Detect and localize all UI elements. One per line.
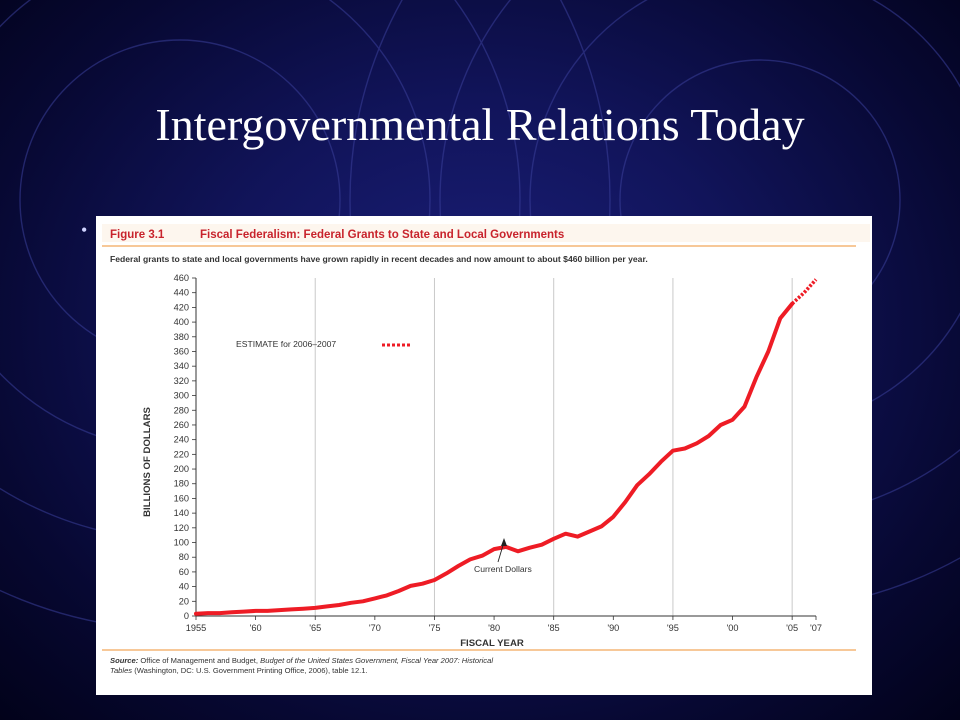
y-tick-label: 40 bbox=[179, 582, 189, 592]
y-tick-label: 240 bbox=[174, 435, 189, 445]
x-tick-label: 1955 bbox=[186, 623, 206, 633]
y-axis-title: BILLIONS OF DOLLARS bbox=[142, 407, 153, 517]
source-line-1: Source: Office of Management and Budget,… bbox=[110, 656, 493, 665]
chart-grid bbox=[314, 278, 793, 616]
y-tick-label: 180 bbox=[174, 479, 189, 489]
source-italic-2: Tables bbox=[110, 666, 132, 675]
chart-ticks: 0 20 40 60 80 100 120 140 160 180 200 220 240 260 280 3… bbox=[174, 273, 822, 633]
series-label-arrowhead bbox=[501, 538, 507, 546]
x-tick-label: '70 bbox=[369, 623, 381, 633]
y-tick-label: 160 bbox=[174, 493, 189, 503]
source-lead: Source: bbox=[110, 656, 139, 665]
chart-axes bbox=[195, 278, 816, 617]
y-tick-label: 200 bbox=[174, 464, 189, 474]
source-line-2: Tables (Washington, DC: U.S. Government … bbox=[110, 666, 368, 675]
y-tick-label: 0 bbox=[184, 611, 189, 621]
y-tick-label: 220 bbox=[174, 449, 189, 459]
y-tick-label: 400 bbox=[174, 317, 189, 327]
figure-header-band bbox=[102, 224, 870, 242]
x-tick-label: '65 bbox=[309, 623, 321, 633]
y-tick-label: 80 bbox=[179, 552, 189, 562]
y-tick-label: 420 bbox=[174, 302, 189, 312]
figure-title: Fiscal Federalism: Federal Grants to Sta… bbox=[200, 229, 564, 241]
y-tick-label: 140 bbox=[174, 508, 189, 518]
estimate-legend-label: ESTIMATE for 2006–2007 bbox=[236, 339, 336, 349]
x-tick-label: '60 bbox=[250, 623, 262, 633]
y-tick-label: 100 bbox=[174, 538, 189, 548]
figure-panel: Figure 3.1 Fiscal Federalism: Federal Gr… bbox=[96, 216, 872, 695]
y-tick-label: 300 bbox=[174, 391, 189, 401]
x-tick-label: '80 bbox=[488, 623, 500, 633]
x-tick-label: '85 bbox=[548, 623, 560, 633]
x-tick-label: '75 bbox=[428, 623, 440, 633]
source-text-1: Office of Management and Budget, bbox=[138, 656, 260, 665]
x-axis-title: FISCAL YEAR bbox=[460, 638, 524, 649]
y-tick-label: 440 bbox=[174, 288, 189, 298]
y-tick-label: 320 bbox=[174, 376, 189, 386]
chart-series bbox=[194, 278, 818, 616]
x-tick-label: '00 bbox=[727, 623, 739, 633]
series-label-current-dollars: Current Dollars bbox=[474, 564, 532, 574]
slide-title: Intergovernmental Relations Today bbox=[155, 99, 805, 150]
series-line-current-dollars bbox=[194, 301, 795, 616]
y-tick-label: 60 bbox=[179, 567, 189, 577]
y-tick-label: 20 bbox=[179, 596, 189, 606]
figure-caption: Federal grants to state and local govern… bbox=[110, 254, 648, 264]
y-tick-label: 460 bbox=[174, 273, 189, 283]
source-italic-1: Budget of the United States Government, … bbox=[260, 656, 493, 665]
x-tick-label: '95 bbox=[667, 623, 679, 633]
source-text-2: (Washington, DC: U.S. Government Printin… bbox=[132, 666, 368, 675]
y-tick-label: 120 bbox=[174, 523, 189, 533]
y-tick-label: 380 bbox=[174, 332, 189, 342]
x-tick-label: '90 bbox=[607, 623, 619, 633]
series-line-estimate bbox=[790, 278, 818, 306]
y-tick-label: 360 bbox=[174, 346, 189, 356]
x-tick-label: '05 bbox=[786, 623, 798, 633]
y-tick-label: 280 bbox=[174, 405, 189, 415]
y-tick-label: 260 bbox=[174, 420, 189, 430]
figure-svg: Figure 3.1 Fiscal Federalism: Federal Gr… bbox=[102, 224, 870, 675]
y-tick-label: 340 bbox=[174, 361, 189, 371]
figure-number: Figure 3.1 bbox=[110, 229, 165, 241]
x-tick-label: '07 bbox=[810, 623, 822, 633]
bullet-marker: • bbox=[81, 220, 88, 240]
